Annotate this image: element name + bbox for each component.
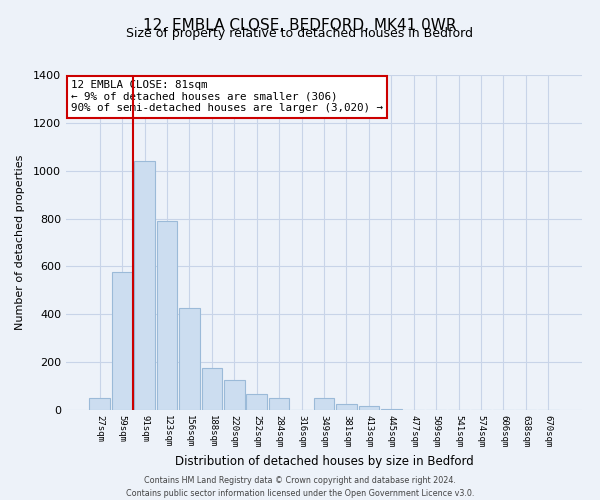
Bar bbox=[336, 404, 357, 410]
Text: Size of property relative to detached houses in Bedford: Size of property relative to detached ho… bbox=[127, 28, 473, 40]
Text: 12, EMBLA CLOSE, BEDFORD, MK41 0WR: 12, EMBLA CLOSE, BEDFORD, MK41 0WR bbox=[143, 18, 457, 32]
Y-axis label: Number of detached properties: Number of detached properties bbox=[14, 155, 25, 330]
Bar bbox=[89, 398, 110, 410]
Bar bbox=[112, 272, 133, 410]
Bar bbox=[157, 221, 178, 410]
Bar bbox=[134, 161, 155, 410]
Text: 12 EMBLA CLOSE: 81sqm
← 9% of detached houses are smaller (306)
90% of semi-deta: 12 EMBLA CLOSE: 81sqm ← 9% of detached h… bbox=[71, 80, 383, 113]
Text: Contains HM Land Registry data © Crown copyright and database right 2024.
Contai: Contains HM Land Registry data © Crown c… bbox=[126, 476, 474, 498]
X-axis label: Distribution of detached houses by size in Bedford: Distribution of detached houses by size … bbox=[175, 456, 473, 468]
Bar bbox=[224, 380, 245, 410]
Bar bbox=[314, 398, 334, 410]
Bar bbox=[247, 394, 267, 410]
Bar bbox=[179, 308, 200, 410]
Bar bbox=[269, 398, 289, 410]
Bar bbox=[202, 368, 222, 410]
Bar bbox=[359, 406, 379, 410]
Bar bbox=[381, 409, 401, 410]
